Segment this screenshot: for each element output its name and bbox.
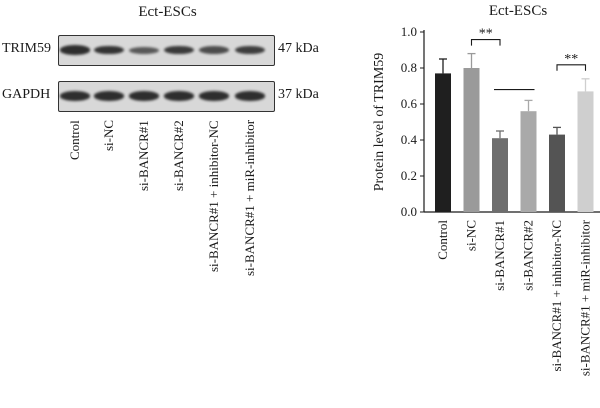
x-tick-label: Control — [435, 220, 450, 260]
blot-lane-label: Control — [67, 120, 82, 160]
blot-band — [129, 91, 159, 101]
significance-bracket — [556, 64, 587, 71]
blot-band — [199, 91, 229, 101]
bar — [435, 73, 451, 213]
y-tick-label: 0.6 — [401, 96, 418, 111]
bar — [463, 68, 480, 212]
blot-lane-label: si-BANCR#1 — [136, 120, 151, 191]
blot-size-label-trim59: 47 kDa — [278, 41, 319, 56]
x-tick-label: si-BANCR#1 — [492, 220, 507, 291]
blot-band — [60, 91, 90, 101]
blot-row-label-trim59: TRIM59 — [2, 41, 51, 56]
y-axis-label: Protein level of TRIM59 — [372, 53, 387, 192]
chart-title: Ect-ESCs — [489, 3, 547, 19]
x-tick-label: si-BANCR#1 + inhibitor-NC — [549, 220, 564, 372]
blot-lane-label: si-BANCR#1 + inhibitor-NC — [206, 120, 221, 272]
blot-strip-gapdh — [58, 81, 275, 112]
x-tick-label: si-NC — [464, 220, 479, 251]
blot-band — [60, 45, 90, 55]
blot-lane-label: si-BANCR#2 — [171, 120, 186, 191]
bar — [520, 111, 537, 212]
bar-chart: Ect-ESCs Protein level of TRIM59 0.0 0.2 0.4… — [372, 3, 600, 376]
blot-band — [164, 45, 194, 55]
y-tick-label: 0.0 — [401, 204, 417, 219]
y-tick-label: 1.0 — [401, 24, 417, 39]
bar — [549, 134, 565, 212]
blot-band — [129, 46, 159, 54]
blot-row-label-gapdh: GAPDH — [2, 87, 51, 102]
blot-band — [94, 45, 124, 55]
blot-lane-label: si-NC — [101, 120, 116, 152]
blot-band — [94, 91, 124, 101]
y-tick-label: 0.4 — [401, 132, 418, 147]
y-tick-label: 0.8 — [401, 60, 417, 75]
blot-lane-label: si-BANCR#1 + miR-inhibitor — [242, 120, 257, 277]
blot-band — [199, 46, 229, 54]
blot-size-label-gapdh: 37 kDa — [278, 87, 319, 102]
significance-label: ** — [564, 52, 578, 67]
significance-label: ** — [479, 27, 493, 42]
bar — [492, 138, 508, 212]
blot-band — [164, 91, 194, 101]
y-tick-label: 0.2 — [401, 168, 417, 183]
x-tick-label: si-BANCR#2 — [521, 220, 536, 291]
blot-title: Ect-ESCs — [138, 4, 197, 20]
bar — [577, 91, 594, 212]
blot-band — [235, 91, 265, 101]
x-tick-label: si-BANCR#1 + miR-inhibitor — [578, 219, 593, 376]
blot-strip-trim59 — [58, 35, 275, 66]
significance-bracket — [470, 39, 501, 46]
blot-band — [235, 45, 265, 55]
